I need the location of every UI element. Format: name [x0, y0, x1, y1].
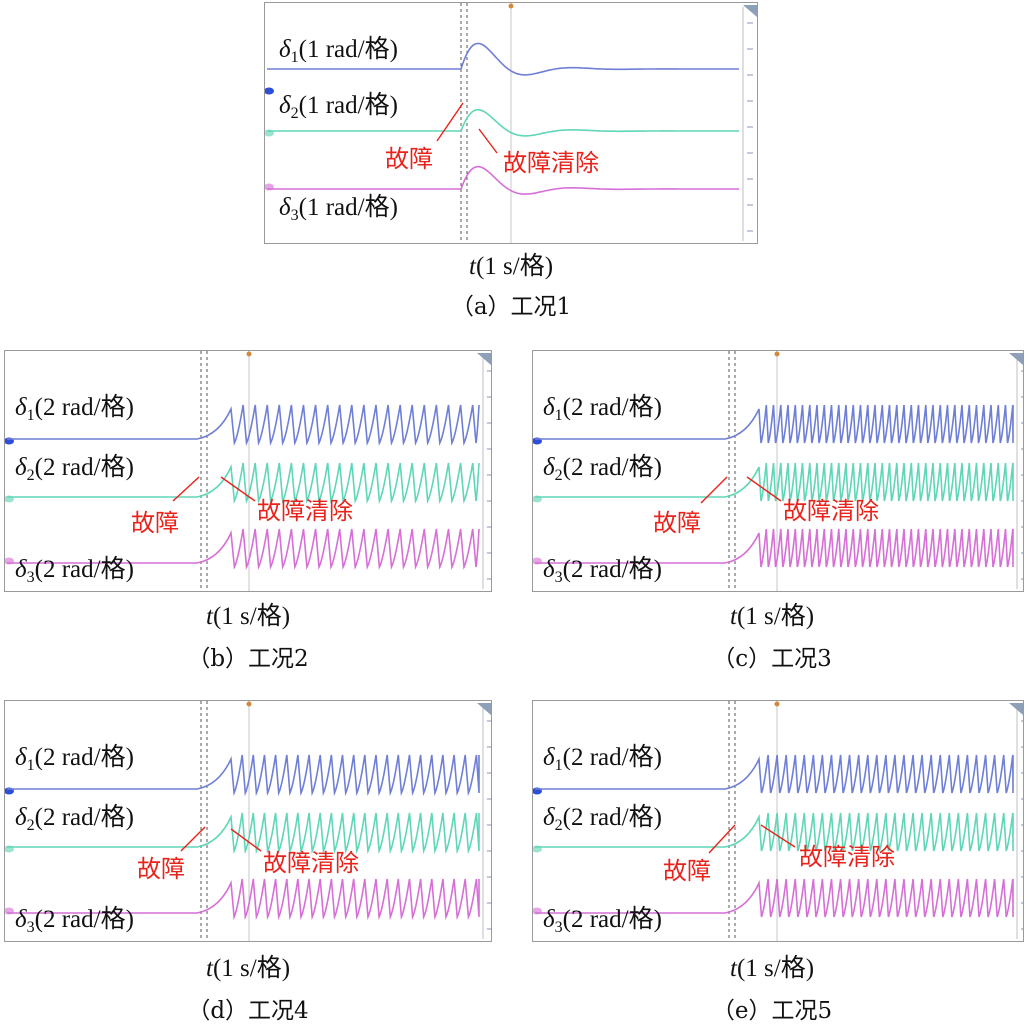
waveforms-c	[533, 351, 1023, 591]
xlabel-a: t(1 s/格)	[468, 253, 554, 280]
scope-e: δ1(2 rad/格) δ2(2 rad/格) δ3(2 rad/格) 故障 故…	[532, 700, 1024, 942]
series-label-b-1: δ1(2 rad/格)	[15, 394, 134, 424]
fault-leader-line-a	[436, 102, 464, 142]
trigger-marker-icon-e	[774, 701, 780, 707]
series-label-d-2: δ2(2 rad/格)	[15, 804, 134, 834]
xlabel-d: t(1 s/格)	[205, 955, 291, 982]
series-line-a-3	[267, 165, 739, 195]
series-label-e-3: δ3(2 rad/格)	[543, 906, 662, 936]
fault-clear-leader-line-e	[760, 824, 796, 848]
fault-clear-leader-line-c	[746, 476, 782, 502]
caption-a: （a）工况1	[450, 294, 572, 320]
scope-c: δ1(2 rad/格) δ2(2 rad/格) δ3(2 rad/格) 故障 故…	[532, 350, 1024, 592]
series-label-c-1: δ1(2 rad/格)	[543, 394, 662, 424]
scope-a: δ1(1 rad/格) δ2(1 rad/格) δ3(1 rad/格) 故障 故…	[264, 2, 758, 244]
series-line-a-1	[267, 42, 739, 76]
series-label-b-2: δ2(2 rad/格)	[15, 454, 134, 484]
fault-clear-leader-line-d	[230, 828, 262, 852]
corner-marker-icon-e	[1009, 703, 1023, 715]
series-label-a-2: δ2(1 rad/格)	[279, 92, 398, 122]
fault-leader-line-b	[172, 476, 200, 502]
series-label-d-1: δ1(2 rad/格)	[15, 744, 134, 774]
corner-marker-icon-a	[743, 5, 757, 17]
waveforms-e	[533, 701, 1023, 941]
fault-label-c: 故障	[653, 509, 701, 537]
fault-clear-leader-line-a	[478, 128, 498, 154]
corner-marker-icon-b	[477, 353, 491, 365]
series-label-c-2: δ2(2 rad/格)	[543, 454, 662, 484]
series-label-e-2: δ2(2 rad/格)	[543, 804, 662, 834]
fault-clear-label-d: 故障清除	[263, 849, 359, 877]
caption-c: （c）工况3	[712, 646, 832, 672]
xlabel-c: t(1 s/格)	[729, 603, 815, 630]
waveforms-b	[5, 351, 491, 591]
waveforms-a	[265, 3, 757, 243]
series-label-b-3: δ3(2 rad/格)	[15, 556, 134, 586]
series-label-a-1: δ1(1 rad/格)	[279, 36, 398, 66]
series-line-b-2	[7, 462, 480, 504]
trigger-marker-icon-d	[246, 701, 252, 707]
caption-d: （d）工况4	[187, 998, 309, 1024]
fault-label-d: 故障	[137, 855, 185, 883]
waveforms-d	[5, 701, 491, 941]
series-line-e-1	[535, 754, 1014, 794]
series-label-e-1: δ1(2 rad/格)	[543, 744, 662, 774]
caption-b: （b）工况2	[187, 646, 309, 672]
corner-marker-icon-c	[1009, 353, 1023, 365]
series-line-d-1	[7, 754, 480, 797]
xlabel-e: t(1 s/格)	[729, 955, 815, 982]
fault-clear-leader-line-b	[220, 476, 256, 502]
series-line-d-3	[7, 878, 480, 921]
fault-label-a: 故障	[385, 145, 433, 173]
fault-clear-label-c: 故障清除	[783, 497, 879, 525]
series-line-c-1	[535, 404, 1014, 444]
series-label-c-3: δ3(2 rad/格)	[543, 556, 662, 586]
fault-label-e: 故障	[663, 857, 711, 885]
xlabel-b: t(1 s/格)	[205, 603, 291, 630]
channel-1-marker-icon-a	[265, 87, 274, 95]
series-line-c-3	[535, 528, 1014, 568]
fault-label-b: 故障	[131, 509, 179, 537]
caption-e: （e）工况5	[711, 998, 833, 1024]
scope-b: δ1(2 rad/格) δ2(2 rad/格) δ3(2 rad/格) 故障 故…	[4, 350, 492, 592]
series-line-d-2	[7, 812, 480, 855]
fault-clear-label-a: 故障清除	[503, 149, 599, 177]
series-line-e-2	[535, 812, 1014, 852]
fault-clear-label-b: 故障清除	[257, 497, 353, 525]
series-line-c-2	[535, 462, 1014, 502]
corner-marker-icon-d	[477, 703, 491, 715]
fault-leader-line-d	[180, 826, 206, 852]
series-line-b-1	[7, 404, 480, 446]
trigger-marker-icon-b	[246, 351, 252, 357]
scope-d: δ1(2 rad/格) δ2(2 rad/格) δ3(2 rad/格) 故障 故…	[4, 700, 492, 942]
series-line-e-3	[535, 878, 1014, 918]
series-line-a-2	[267, 109, 739, 137]
fault-leader-line-c	[700, 476, 728, 504]
trigger-marker-icon-c	[774, 351, 780, 357]
series-label-d-3: δ3(2 rad/格)	[15, 906, 134, 936]
series-line-b-3	[7, 528, 480, 570]
fault-leader-line-e	[708, 824, 736, 854]
series-label-a-3: δ3(1 rad/格)	[279, 194, 398, 224]
fault-clear-label-e: 故障清除	[799, 843, 895, 871]
trigger-marker-icon-a	[508, 3, 514, 9]
